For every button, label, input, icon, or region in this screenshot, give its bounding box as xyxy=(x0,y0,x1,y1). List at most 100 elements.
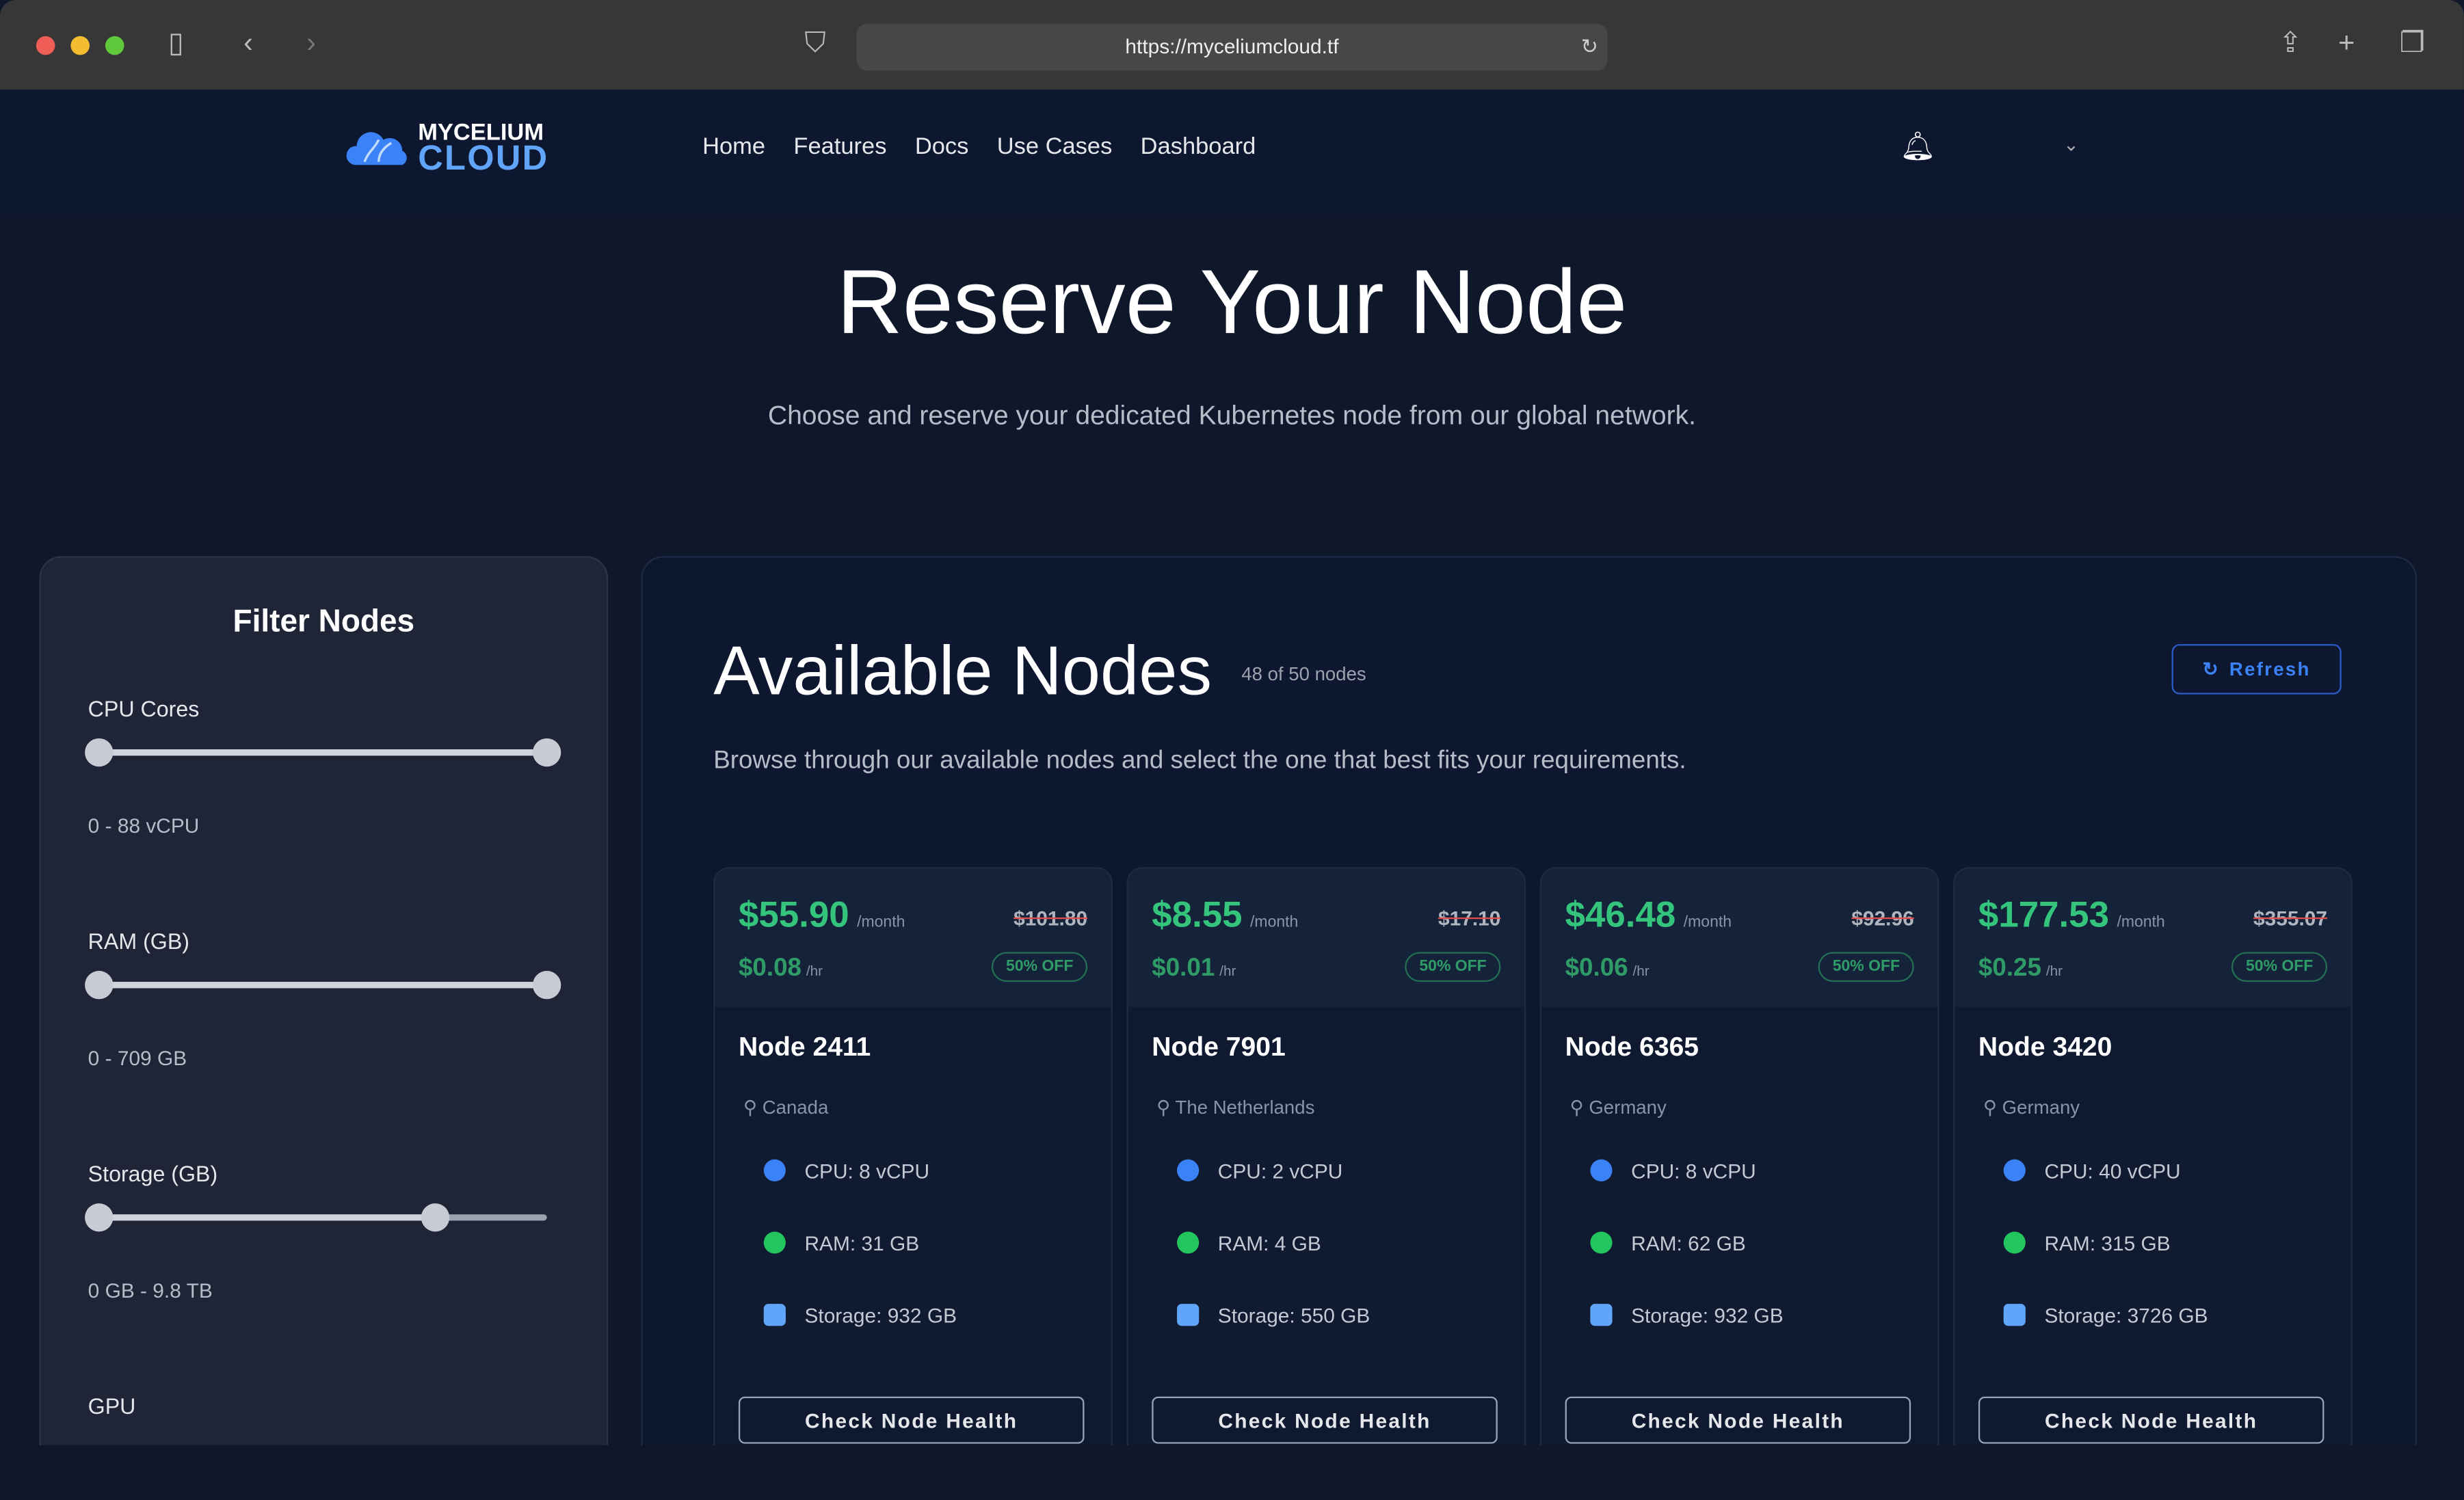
maximize-window-button[interactable] xyxy=(105,36,124,55)
check-node-health-button[interactable]: Check Node Health xyxy=(1152,1396,1498,1444)
ram-spec: RAM: 62 GB xyxy=(1565,1214,1914,1271)
node-name: Node 2411 xyxy=(738,1032,871,1062)
nav-dashboard[interactable]: Dashboard xyxy=(1140,133,1256,161)
node-card[interactable]: $46.48/month $0.06/hr $92.96 50% OFF Nod… xyxy=(1539,867,1939,1445)
storage-spec: Storage: 932 GB xyxy=(738,1286,1088,1343)
monthly-price-value: $177.53 xyxy=(1978,894,2109,935)
ram-filter-label: RAM (GB) xyxy=(88,928,190,954)
original-price: $101.80 xyxy=(1014,906,1088,930)
navbar: MYCELIUM CLOUD Home Features Docs Use Cas… xyxy=(0,89,2464,215)
page-subtitle: Choose and reserve your dedicated Kubern… xyxy=(767,400,1697,431)
ram-range: 0 - 709 GB xyxy=(88,1046,187,1070)
node-name: Node 7901 xyxy=(1152,1032,1286,1062)
original-price: $92.96 xyxy=(1851,906,1914,930)
storage-spec: Storage: 550 GB xyxy=(1152,1286,1501,1343)
hourly-price-value: $0.08 xyxy=(738,955,802,982)
ram-icon xyxy=(1177,1231,1200,1254)
location-text: Canada xyxy=(762,1096,829,1119)
minimize-window-button[interactable] xyxy=(70,36,90,55)
storage-slider[interactable] xyxy=(85,1203,547,1232)
per-month-label: /month xyxy=(1683,914,1732,932)
cpu-icon xyxy=(1177,1159,1200,1181)
refresh-icon: ↻ xyxy=(2202,658,2221,680)
chevron-down-icon[interactable]: ⌄ xyxy=(2063,133,2080,156)
hourly-price-value: $0.25 xyxy=(1978,955,2041,982)
logo-text-bottom: CLOUD xyxy=(418,138,549,178)
nav-use-cases[interactable]: Use Cases xyxy=(996,133,1113,161)
storage-icon xyxy=(763,1304,786,1326)
original-price: $17.10 xyxy=(1438,906,1501,930)
ram-slider[interactable] xyxy=(85,971,561,1000)
tabs-overview-icon[interactable]: ❐ xyxy=(2399,27,2425,59)
cpu-spec: CPU: 40 vCPU xyxy=(1978,1142,2328,1199)
storage-min-handle[interactable] xyxy=(85,1203,114,1232)
per-hour-label: /hr xyxy=(1219,963,1236,979)
refresh-button[interactable]: ↻ Refresh xyxy=(2171,644,2342,695)
storage-text: Storage: 3726 GB xyxy=(2044,1303,2208,1327)
ram-icon xyxy=(763,1231,786,1254)
filter-panel: Filter Nodes CPU Cores 0 - 88 vCPU RAM (… xyxy=(39,556,609,1445)
price-header: $46.48/month $0.06/hr $92.96 50% OFF xyxy=(1541,868,1938,1007)
check-node-health-button[interactable]: Check Node Health xyxy=(1978,1396,2324,1444)
shield-icon[interactable]: ⛉ xyxy=(804,27,826,59)
ram-spec: RAM: 31 GB xyxy=(738,1214,1088,1271)
cpu-spec: CPU: 2 vCPU xyxy=(1152,1142,1501,1199)
window-bottom-bar xyxy=(0,1445,2464,1500)
hourly-price-value: $0.06 xyxy=(1565,955,1628,982)
storage-icon xyxy=(1177,1304,1200,1326)
storage-icon xyxy=(1590,1304,1613,1326)
per-month-label: /month xyxy=(1250,914,1299,932)
cpu-spec: CPU: 8 vCPU xyxy=(738,1142,1088,1199)
storage-text: Storage: 550 GB xyxy=(1217,1303,1370,1327)
address-bar[interactable]: https://myceliumcloud.tf ↻ xyxy=(856,23,1608,71)
cpu-max-handle[interactable] xyxy=(532,738,561,767)
monthly-price: $55.90/month xyxy=(739,894,905,936)
node-card[interactable]: $55.90/month $0.08/hr $101.80 50% OFF No… xyxy=(713,867,1113,1445)
bell-icon[interactable]: 🔔︎ xyxy=(1900,130,1936,162)
cpu-slider[interactable] xyxy=(85,738,561,767)
storage-text: Storage: 932 GB xyxy=(804,1303,957,1327)
page: MYCELIUM CLOUD Home Features Docs Use Cas… xyxy=(0,89,2464,1445)
storage-filter-label: Storage (GB) xyxy=(88,1161,218,1186)
url-text: https://myceliumcloud.tf xyxy=(1125,34,1339,59)
node-location: ⚲ The Netherlands xyxy=(1156,1097,1314,1119)
price-header: $55.90/month $0.08/hr $101.80 50% OFF xyxy=(715,868,1111,1007)
nav-features[interactable]: Features xyxy=(793,133,887,161)
monthly-price-value: $46.48 xyxy=(1565,894,1676,935)
close-window-button[interactable] xyxy=(36,36,55,55)
cpu-min-handle[interactable] xyxy=(85,738,114,767)
ram-max-handle[interactable] xyxy=(532,971,561,1000)
node-count: 48 of 50 nodes xyxy=(1241,662,1366,685)
new-tab-icon[interactable]: + xyxy=(2338,27,2355,59)
location-text: Germany xyxy=(2002,1096,2080,1119)
monthly-price: $8.55/month xyxy=(1152,894,1298,936)
node-name: Node 3420 xyxy=(1978,1032,2112,1062)
cpu-range: 0 - 88 vCPU xyxy=(88,814,200,838)
share-icon[interactable]: ⇪ xyxy=(2278,27,2303,59)
discount-badge: 50% OFF xyxy=(2231,952,2328,982)
node-card[interactable]: $8.55/month $0.01/hr $17.10 50% OFF Node… xyxy=(1126,867,1526,1445)
cpu-icon xyxy=(2003,1159,2026,1181)
ram-min-handle[interactable] xyxy=(85,971,114,1000)
location-text: Germany xyxy=(1589,1096,1667,1119)
nav-home[interactable]: Home xyxy=(702,133,766,161)
check-node-health-button[interactable]: Check Node Health xyxy=(1565,1396,1911,1444)
nav-docs[interactable]: Docs xyxy=(914,133,969,161)
node-location: ⚲ Germany xyxy=(1570,1097,1667,1119)
ram-text: RAM: 31 GB xyxy=(804,1231,920,1255)
forward-icon[interactable]: › xyxy=(306,27,316,59)
storage-text: Storage: 932 GB xyxy=(1631,1303,1784,1327)
reload-icon[interactable]: ↻ xyxy=(1580,34,1598,59)
storage-max-handle[interactable] xyxy=(421,1203,449,1232)
back-icon[interactable]: ‹ xyxy=(243,27,253,59)
map-pin-icon: ⚲ xyxy=(1569,1096,1589,1119)
sidebar-toggle-icon[interactable]: ▯ xyxy=(168,27,184,59)
cpu-text: CPU: 8 vCPU xyxy=(804,1158,930,1183)
cpu-icon xyxy=(763,1159,786,1181)
location-text: The Netherlands xyxy=(1175,1096,1315,1119)
node-card[interactable]: $177.53/month $0.25/hr $355.07 50% OFF N… xyxy=(1953,867,2353,1445)
logo[interactable]: MYCELIUM CLOUD xyxy=(346,120,549,178)
map-pin-icon: ⚲ xyxy=(1156,1096,1176,1119)
cpu-text: CPU: 2 vCPU xyxy=(1217,1158,1343,1183)
check-node-health-button[interactable]: Check Node Health xyxy=(738,1396,1085,1444)
